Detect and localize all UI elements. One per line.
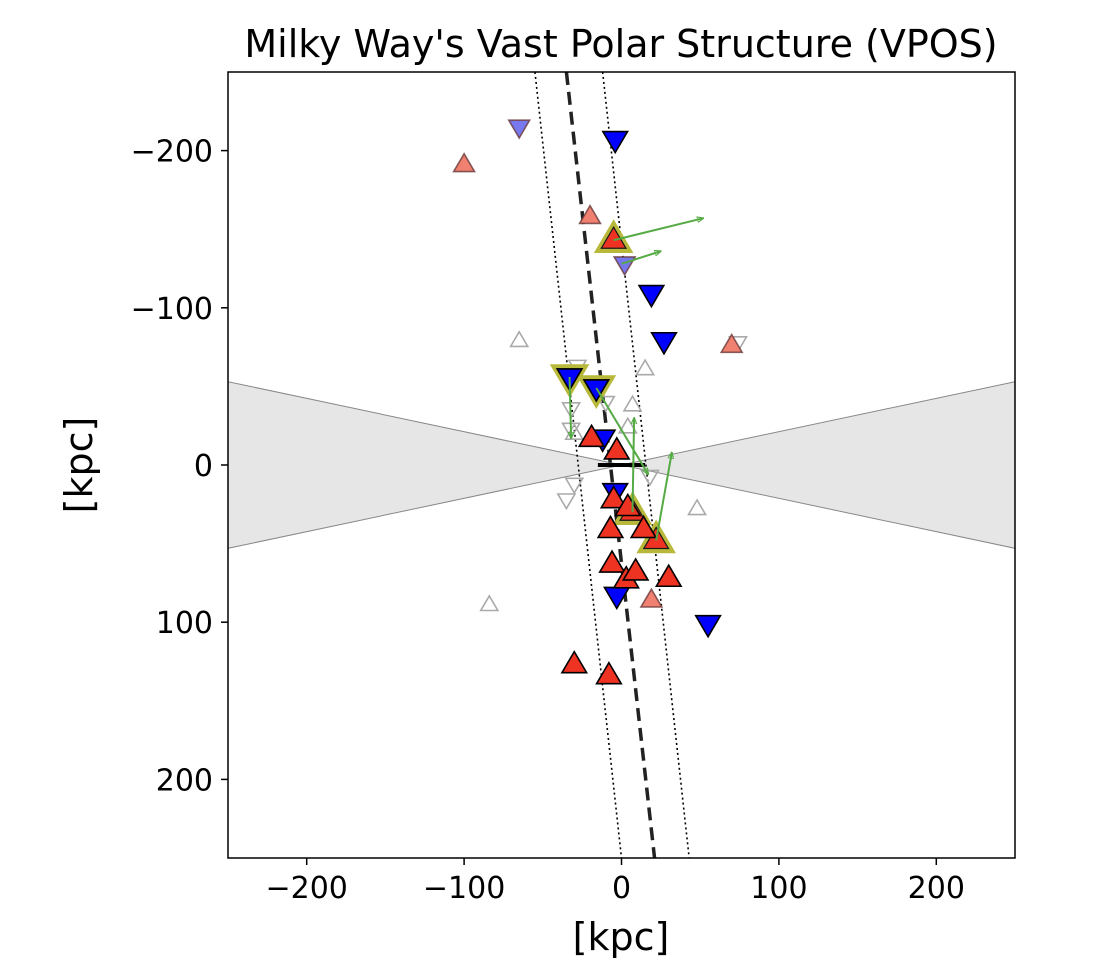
- proper-motion-arrow: [570, 376, 572, 438]
- receding-satellite-marker: [578, 204, 602, 225]
- proper-motion-arrow: [613, 218, 704, 242]
- y-tick-label: 100: [156, 606, 213, 641]
- proper-motion-arrow: [655, 452, 672, 541]
- other-object-marker: [479, 594, 500, 612]
- receding-satellite-marker: [629, 514, 658, 539]
- y-axis-label: [kpc]: [57, 417, 101, 514]
- approaching-satellite-marker: [694, 614, 722, 639]
- receding-satellite-marker: [719, 332, 744, 354]
- y-tick-label: 200: [156, 763, 213, 798]
- zone-wedge-left: [228, 381, 622, 549]
- other-object-marker: [635, 358, 656, 376]
- other-object-marker: [617, 416, 638, 434]
- other-object-marker: [622, 394, 643, 412]
- receding-satellite-marker: [452, 152, 476, 173]
- proper-motion-arrows: [570, 218, 704, 541]
- plane-bound-line: [601, 72, 690, 858]
- zone-wedge-right: [621, 381, 1015, 549]
- x-axis-label: [kpc]: [573, 915, 670, 959]
- x-tick-label: −100: [423, 871, 505, 906]
- x-axis-ticks: −200 −100 0 100 200: [265, 858, 965, 906]
- other-object-marker: [564, 477, 585, 495]
- plane-fit-line: [564, 72, 657, 858]
- receding-satellite-marker: [577, 423, 606, 448]
- y-axis-ticks: −200 −100 0 100 200: [131, 135, 228, 798]
- receding-satellite-marker: [639, 587, 664, 608]
- receding-satellite-marker: [596, 514, 625, 539]
- plane-fit-lines: [534, 72, 690, 858]
- other-object-marker: [556, 493, 577, 511]
- receding-satellite-marker: [599, 485, 628, 509]
- receding-satellite-marker: [621, 557, 650, 581]
- receding-satellite-marker: [595, 661, 623, 685]
- other-object-marker: [687, 498, 707, 516]
- proper-motion-arrow: [633, 418, 635, 513]
- approaching-satellite-marker: [507, 119, 532, 140]
- y-tick-label: −100: [131, 292, 213, 327]
- other-object-marker: [595, 395, 616, 413]
- x-tick-label: 200: [908, 871, 965, 906]
- approaching-satellite-marker: [650, 331, 678, 356]
- approaching-satellite-marker: [601, 130, 629, 155]
- plane-bound-line: [534, 72, 623, 858]
- approaching-satellite-marker: [637, 284, 666, 309]
- receding-satellite-marker: [603, 436, 631, 460]
- other-object-marker: [639, 469, 660, 487]
- x-tick-label: 100: [750, 871, 807, 906]
- zone-of-avoidance: [228, 381, 1015, 549]
- receding-satellite-marker: [614, 492, 642, 517]
- other-object-marker: [509, 330, 530, 348]
- receding-satellite-marker: [598, 549, 626, 573]
- y-tick-label: 0: [194, 449, 213, 484]
- x-tick-label: −200: [265, 871, 347, 906]
- satellite-markers: [452, 119, 748, 685]
- receding-satellite-marker: [654, 563, 683, 588]
- approaching-satellite-marker: [582, 379, 611, 403]
- x-tick-label: 0: [612, 871, 631, 906]
- proper-motion-arrow: [595, 387, 648, 474]
- proper-motion-arrow: [621, 251, 661, 265]
- receding-satellite-marker: [560, 650, 589, 674]
- chart-title: Milky Way's Vast Polar Structure (VPOS): [244, 22, 997, 66]
- y-tick-label: −200: [131, 135, 213, 170]
